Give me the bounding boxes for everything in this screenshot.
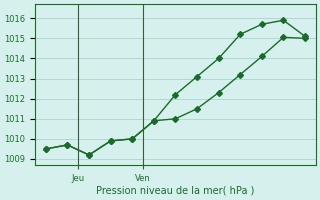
X-axis label: Pression niveau de la mer( hPa ): Pression niveau de la mer( hPa ) (96, 186, 255, 196)
